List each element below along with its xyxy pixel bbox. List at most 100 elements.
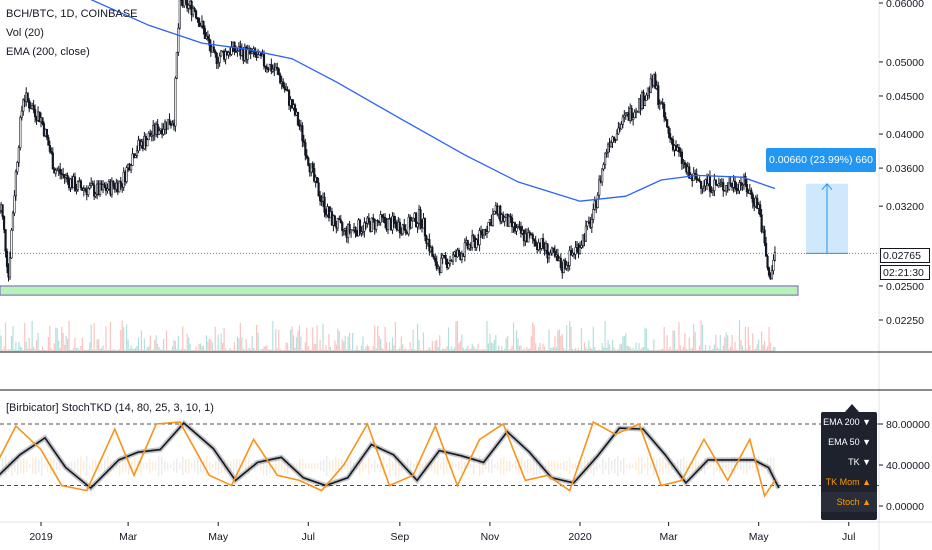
volume-bar [762,344,764,352]
stoch-histogram-bar [194,460,196,472]
support-zone-rect [0,285,799,296]
price-tick-label: 0.06000 [886,0,924,10]
stoch-histogram-bar [464,461,466,471]
volume-bar [611,339,614,352]
stoch-histogram-bar [722,460,724,472]
volume-legend[interactable]: Vol (20) [6,27,44,39]
candle-body [162,129,165,135]
stoch-histogram-bar [512,464,514,468]
stoch-histogram-bar [536,456,538,476]
stoch-histogram-bar [392,461,394,471]
candle-body [10,229,13,259]
volume-bar [230,349,233,352]
stoch-histogram-bar [398,456,400,476]
volume-bar [80,346,82,352]
menu-item-ema200[interactable]: EMA 200 ▼ [823,417,871,427]
candle-body [416,223,419,228]
candle-body [609,142,613,148]
candle-body [617,127,620,135]
candle-body [739,182,743,186]
volume-bar [706,349,708,352]
stoch-histogram-bar [299,459,301,473]
candle-body [4,229,7,252]
volume-bar [294,347,296,352]
volume-bar [679,345,682,352]
volume-bar [535,343,537,352]
candle-body [735,188,738,190]
stoch-histogram-bar [638,456,640,476]
symbol-legend[interactable]: BCH/BTC, 1D, COINBASE [6,8,138,20]
candle-body [318,195,322,201]
volume-bar [722,345,724,352]
stoch-histogram-bar [29,464,31,468]
volume-bar [456,321,459,352]
stoch-histogram-bar [761,461,763,471]
candle-body [246,49,249,60]
volume-bar [564,349,566,352]
stoch-histogram-bar [683,457,685,475]
volume-bar [558,329,560,352]
stoch-histogram-bar [524,460,526,472]
volume-bar [405,348,407,352]
volume-bar [552,347,555,352]
indicator-menu[interactable]: EMA 200 ▼ EMA 50 ▼ TK ▼ TK Mom ▲ Stoch ▲ [821,412,877,520]
candle-body [381,214,384,218]
stoch-histogram-bar [593,455,595,477]
volume-bar [455,321,457,352]
candle-body [110,180,113,195]
volume-bar [499,349,501,352]
stoch-histogram-bar [497,461,499,471]
volume-bar [127,339,129,352]
volume-bar [416,323,419,352]
candle-body [615,133,619,141]
candle-body [282,81,285,88]
volume-bar [408,349,410,352]
volume-bar [148,346,150,352]
volume-bar [385,342,388,352]
stoch-histogram-bar [182,456,184,476]
stoch-histogram-bar [347,460,349,472]
stoch-legend[interactable]: [Birbicator] StochTKD (14, 80, 25, 3, 10… [6,402,214,414]
time-tick-label: 2020 [568,531,592,543]
volume-bar [256,324,258,352]
menu-item-ema50[interactable]: EMA 50 ▼ [828,437,871,447]
stoch-histogram-bar [485,462,487,470]
stoch-histogram-bar [272,463,274,469]
stoch-histogram-bar [227,459,229,473]
menu-item-tk[interactable]: TK ▼ [848,457,871,467]
volume-bar [541,349,543,352]
stoch-histogram-bar [269,458,271,474]
candle-body [471,235,474,248]
volume-bar [532,322,534,352]
volume-bar [275,329,277,352]
stoch-histogram-bar [713,456,715,476]
volume-bar [303,349,305,352]
menu-item-tk-mom[interactable]: TK Mom ▲ [825,477,871,487]
candle-body [370,217,373,232]
stoch-histogram-bar [431,461,433,471]
ema-legend[interactable]: EMA (200, close) [6,46,90,58]
candle-body [447,263,450,269]
volume-bar [49,325,51,352]
stoch-histogram-bar [467,463,469,469]
candle-body [701,186,704,189]
volume-bar [598,349,600,352]
volume-bar [106,349,109,352]
volume-bar [313,343,315,352]
stoch-histogram-bar [473,457,475,475]
stoch-histogram-bar [386,464,388,468]
volume-bar [411,348,413,352]
volume-bar [64,344,66,352]
volume-bar [183,349,185,352]
menu-item-stoch[interactable]: Stoch ▲ [821,492,877,512]
candle-body [146,139,149,147]
volume-bar [191,349,193,352]
candle-body [764,242,768,257]
candle-body [186,0,189,9]
volume-bar [304,342,306,352]
volume-bar [174,341,176,352]
volume-bar [536,349,538,352]
volume-bar [713,344,715,352]
volume-bar [761,331,763,352]
